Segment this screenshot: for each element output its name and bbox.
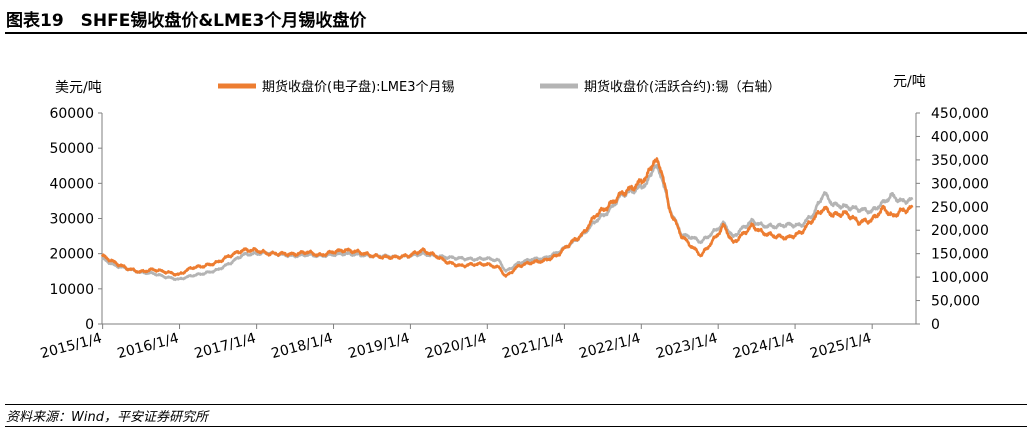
y-right-tick-label: 350,000 xyxy=(931,153,989,169)
y-axis-left-label: 美元/吨 xyxy=(55,80,102,96)
y-right-tick-label: 300,000 xyxy=(931,176,989,192)
y-right-tick-label: 250,000 xyxy=(931,200,989,216)
legend: 期货收盘价(电子盘):LME3个月锡 期货收盘价(活跃合约):锡（右轴） xyxy=(218,79,781,95)
axes-layer: 0 10000 20000 30000 40000 50000 60000 0 50,000 10… xyxy=(39,106,989,362)
source-rule-bottom xyxy=(5,426,1027,427)
y-right-tick-label: 50,000 xyxy=(931,294,980,310)
legend-lme-label: 期货收盘价(电子盘):LME3个月锡 xyxy=(262,79,454,95)
title-rule xyxy=(5,32,1027,34)
x-tick-label: 2024/1/4 xyxy=(731,330,796,362)
y-left-tick-label: 0 xyxy=(85,317,94,333)
x-tick-label: 2015/1/4 xyxy=(39,330,104,362)
series-layer xyxy=(100,157,914,281)
y-right-tick-label: 450,000 xyxy=(931,106,989,122)
x-tick-label: 2022/1/4 xyxy=(577,330,642,362)
x-tick-label: 2019/1/4 xyxy=(347,330,412,362)
legend-shfe-label: 期货收盘价(活跃合约):锡（右轴） xyxy=(584,79,781,95)
x-tick-label: 2025/1/4 xyxy=(808,330,873,362)
y-left-tick-label: 40000 xyxy=(49,176,94,192)
series-lme-line xyxy=(100,157,914,278)
y-right-tick-label: 400,000 xyxy=(931,129,989,145)
x-tick-label: 2021/1/4 xyxy=(501,330,566,362)
y-right-tick-label: 200,000 xyxy=(931,223,989,239)
y-left-tick-label: 60000 xyxy=(49,106,94,122)
line-chart: 0 10000 20000 30000 40000 50000 60000 0 50,000 10… xyxy=(39,74,989,362)
x-tick-label: 2023/1/4 xyxy=(654,330,719,362)
y-right-tick-label: 0 xyxy=(931,317,940,333)
x-tick-label: 2017/1/4 xyxy=(193,330,258,362)
source-rule-top xyxy=(5,404,1027,405)
x-tick-label: 2016/1/4 xyxy=(116,330,181,362)
y-right-tick-label: 150,000 xyxy=(931,247,989,263)
y-right-tick-label: 100,000 xyxy=(931,270,989,286)
source-note: 资料来源：Wind，平安证券研究所 xyxy=(6,410,208,425)
y-left-tick-label: 10000 xyxy=(49,282,94,298)
x-tick-label: 2020/1/4 xyxy=(423,330,488,362)
y-axis-right-label: 元/吨 xyxy=(893,74,926,90)
series-shfe-line xyxy=(101,163,914,281)
figure-title: 图表19 SHFE锡收盘价&LME3个月锡收盘价 xyxy=(6,11,367,31)
x-tick-label: 2018/1/4 xyxy=(270,330,335,362)
y-left-tick-label: 30000 xyxy=(49,212,94,228)
y-left-tick-label: 20000 xyxy=(49,247,94,263)
y-left-tick-label: 50000 xyxy=(49,141,94,157)
